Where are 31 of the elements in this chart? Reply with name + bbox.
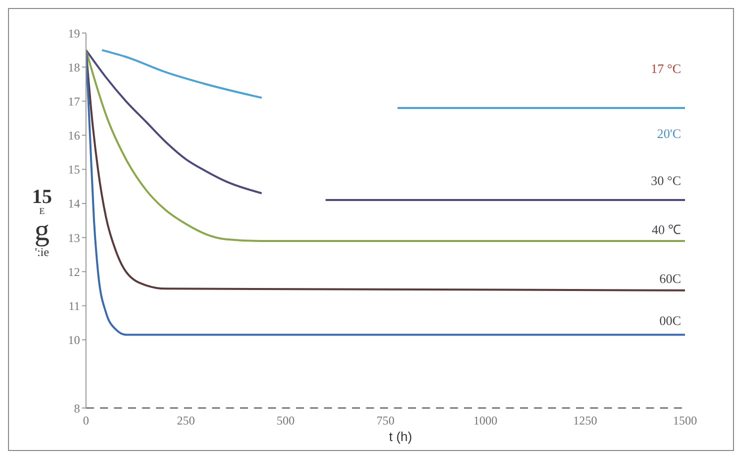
y-tick-label: 11 bbox=[68, 298, 80, 313]
x-tick-label: 500 bbox=[276, 414, 295, 428]
y-tick-label: 10 bbox=[68, 333, 80, 348]
line-series bbox=[86, 49, 685, 336]
y-tick-label: 14 bbox=[68, 196, 80, 211]
y-tick-label: 18 bbox=[68, 60, 80, 74]
x-axis-title: t (h) bbox=[389, 429, 412, 444]
y-tick-label: 16 bbox=[68, 128, 80, 143]
text: E bbox=[38, 206, 46, 216]
annotation: 20'C bbox=[656, 126, 681, 142]
x-tick-label: 250 bbox=[176, 414, 195, 428]
x-tick-label: 1250 bbox=[573, 414, 598, 428]
x-tick-label: 750 bbox=[376, 414, 394, 428]
annotation: 00C bbox=[659, 313, 681, 329]
line-series bbox=[86, 49, 685, 242]
y-tick-label: 19 bbox=[68, 26, 80, 40]
annotation: 60C bbox=[659, 271, 681, 287]
annotation: 17 °C bbox=[650, 61, 681, 77]
y-tick-label: 13 bbox=[68, 230, 80, 245]
text: ':ie bbox=[34, 245, 50, 259]
x-tick-label: 1000 bbox=[473, 414, 498, 428]
annotation: 40 ℃ bbox=[652, 221, 681, 238]
y-tick-label: 8 bbox=[74, 401, 80, 416]
text: 15 bbox=[31, 186, 53, 208]
text: g bbox=[34, 214, 50, 247]
x-tick-label: 1500 bbox=[673, 414, 697, 428]
y-tick-label: 12 bbox=[68, 264, 80, 279]
y-tick-label: 17 bbox=[68, 94, 80, 108]
x-tick-label: 0 bbox=[83, 414, 89, 428]
annotation: 30 °C bbox=[650, 173, 681, 189]
y-tick-label: 15 bbox=[68, 162, 80, 177]
